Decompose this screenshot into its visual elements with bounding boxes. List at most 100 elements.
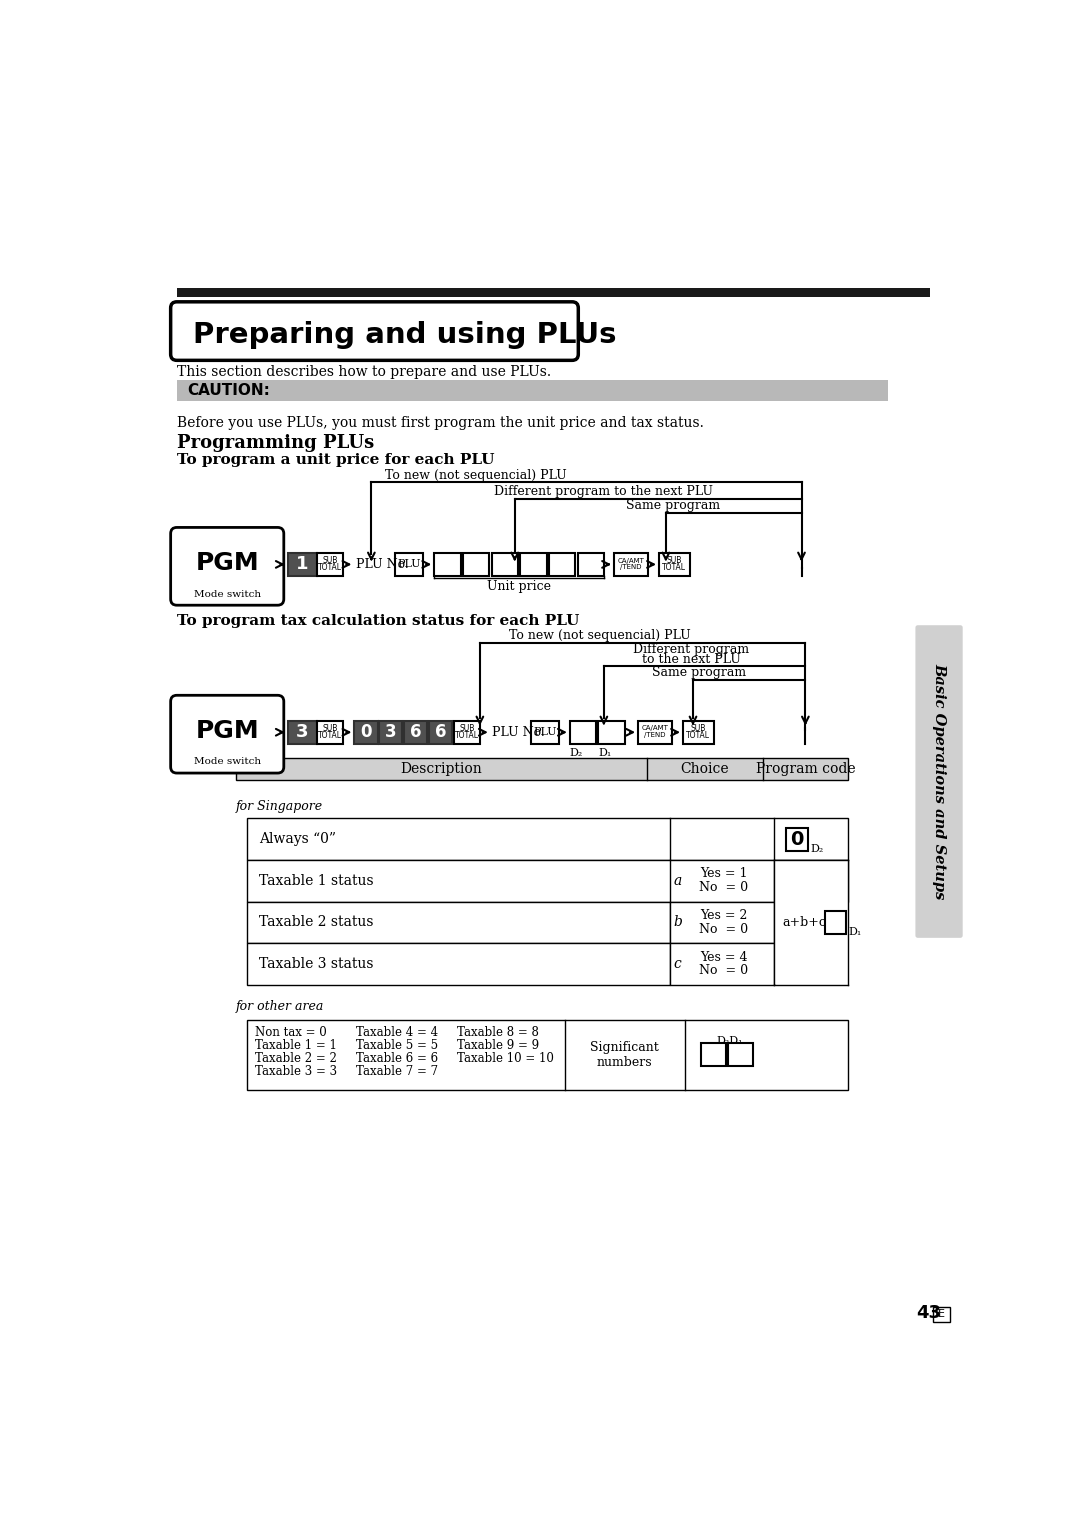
Text: This section describes how to prepare and use PLUs.: This section describes how to prepare an… (177, 365, 551, 379)
Bar (177, 289, 930, 298)
Text: Taxable 6 = 6: Taxable 6 = 6 (356, 1052, 438, 1066)
Bar (247, 818, 848, 860)
Bar (570, 721, 596, 744)
Text: Different program: Different program (633, 643, 750, 655)
Text: Unit price: Unit price (487, 580, 551, 592)
Bar (177, 380, 889, 402)
Text: CA/AMT: CA/AMT (642, 725, 669, 731)
Text: Programming PLUs: Programming PLUs (177, 435, 374, 452)
Text: Always “0”: Always “0” (259, 832, 336, 846)
Bar (463, 553, 489, 576)
Text: 6: 6 (434, 724, 446, 741)
FancyBboxPatch shape (171, 527, 284, 605)
Bar (379, 721, 403, 744)
Text: Taxable 10 = 10: Taxable 10 = 10 (457, 1052, 554, 1066)
FancyBboxPatch shape (171, 302, 578, 360)
Text: a+b+c: a+b+c (782, 916, 826, 928)
Text: Taxable 8 = 8: Taxable 8 = 8 (457, 1026, 539, 1038)
Text: TOTAL: TOTAL (319, 731, 342, 739)
Text: TOTAL: TOTAL (687, 731, 711, 739)
Text: Taxable 3 status: Taxable 3 status (259, 957, 374, 971)
Text: Taxable 1 = 1: Taxable 1 = 1 (255, 1040, 337, 1052)
Text: PLU: PLU (397, 559, 421, 570)
Text: To new (not sequencial) PLU: To new (not sequencial) PLU (509, 629, 691, 641)
Bar (598, 721, 625, 744)
Bar (670, 944, 774, 985)
Bar (670, 901, 774, 944)
Bar (429, 721, 451, 744)
FancyBboxPatch shape (171, 695, 284, 773)
Text: D₂: D₂ (569, 748, 582, 757)
Bar (701, 1043, 726, 1066)
Text: Taxable 3 = 3: Taxable 3 = 3 (255, 1066, 337, 1078)
Text: 0: 0 (791, 829, 804, 849)
Bar (786, 828, 808, 851)
Bar (825, 912, 847, 935)
Bar (549, 553, 576, 576)
Bar (395, 553, 423, 576)
Bar (659, 553, 690, 576)
Text: /TEND: /TEND (645, 733, 665, 739)
Text: Program code: Program code (756, 762, 855, 776)
Bar (247, 901, 670, 944)
Text: PGM: PGM (195, 719, 259, 742)
Text: Different program to the next PLU: Different program to the next PLU (495, 484, 714, 498)
Text: D₁: D₁ (598, 748, 611, 757)
Text: for other area: for other area (235, 1000, 324, 1012)
Bar (235, 759, 848, 780)
Text: 3: 3 (296, 724, 309, 741)
Bar (247, 1020, 848, 1090)
Text: No  = 0: No = 0 (700, 922, 748, 936)
Text: 6: 6 (409, 724, 421, 741)
Text: to the next PLU: to the next PLU (642, 652, 741, 666)
Text: Taxable 1 status: Taxable 1 status (259, 873, 374, 887)
Text: PLU: PLU (534, 727, 556, 738)
Text: Mode switch: Mode switch (193, 757, 260, 767)
Text: a: a (674, 873, 681, 887)
Text: Yes = 4: Yes = 4 (700, 951, 747, 964)
Text: CAUTION:: CAUTION: (188, 383, 271, 399)
Text: Taxable 5 = 5: Taxable 5 = 5 (356, 1040, 438, 1052)
Text: Preparing and using PLUs: Preparing and using PLUs (193, 321, 617, 350)
Bar (287, 721, 318, 744)
Text: Description: Description (401, 762, 482, 776)
Bar (247, 860, 848, 901)
Text: TOTAL: TOTAL (455, 731, 478, 739)
Text: CA/AMT: CA/AMT (618, 557, 645, 563)
Bar (933, 1307, 950, 1322)
Bar (775, 861, 848, 983)
Text: Taxable 4 = 4: Taxable 4 = 4 (356, 1026, 438, 1038)
Text: Same program: Same program (651, 666, 745, 680)
Text: Yes = 1: Yes = 1 (700, 867, 747, 881)
Bar (354, 721, 378, 744)
Text: Mode switch: Mode switch (193, 589, 260, 599)
Text: Taxable 2 = 2: Taxable 2 = 2 (255, 1052, 337, 1066)
Text: PLU No.: PLU No. (356, 557, 408, 571)
Text: PLU No.: PLU No. (492, 725, 545, 739)
Text: SUB: SUB (459, 724, 474, 733)
Text: 0: 0 (361, 724, 372, 741)
Text: TOTAL: TOTAL (319, 563, 342, 573)
Text: To program a unit price for each PLU: To program a unit price for each PLU (177, 454, 495, 467)
Bar (404, 721, 428, 744)
Text: To new (not sequencial) PLU: To new (not sequencial) PLU (386, 469, 567, 481)
Text: TOTAL: TOTAL (662, 563, 687, 573)
Text: Choice: Choice (680, 762, 729, 776)
Bar (638, 721, 672, 744)
Text: Same program: Same program (626, 499, 720, 512)
Text: for Singapore: for Singapore (235, 800, 323, 814)
Text: b: b (674, 916, 683, 930)
Text: SUB: SUB (691, 724, 706, 733)
Text: No  = 0: No = 0 (700, 881, 748, 895)
Bar (287, 553, 318, 576)
Bar (454, 721, 480, 744)
Text: E: E (939, 1309, 945, 1319)
FancyBboxPatch shape (916, 625, 962, 938)
Text: SUB: SUB (666, 556, 683, 565)
Bar (318, 553, 343, 576)
Text: Taxable 7 = 7: Taxable 7 = 7 (356, 1066, 438, 1078)
Text: SUB: SUB (323, 724, 338, 733)
Bar (728, 1043, 753, 1066)
Bar (491, 553, 517, 576)
Bar (318, 721, 343, 744)
